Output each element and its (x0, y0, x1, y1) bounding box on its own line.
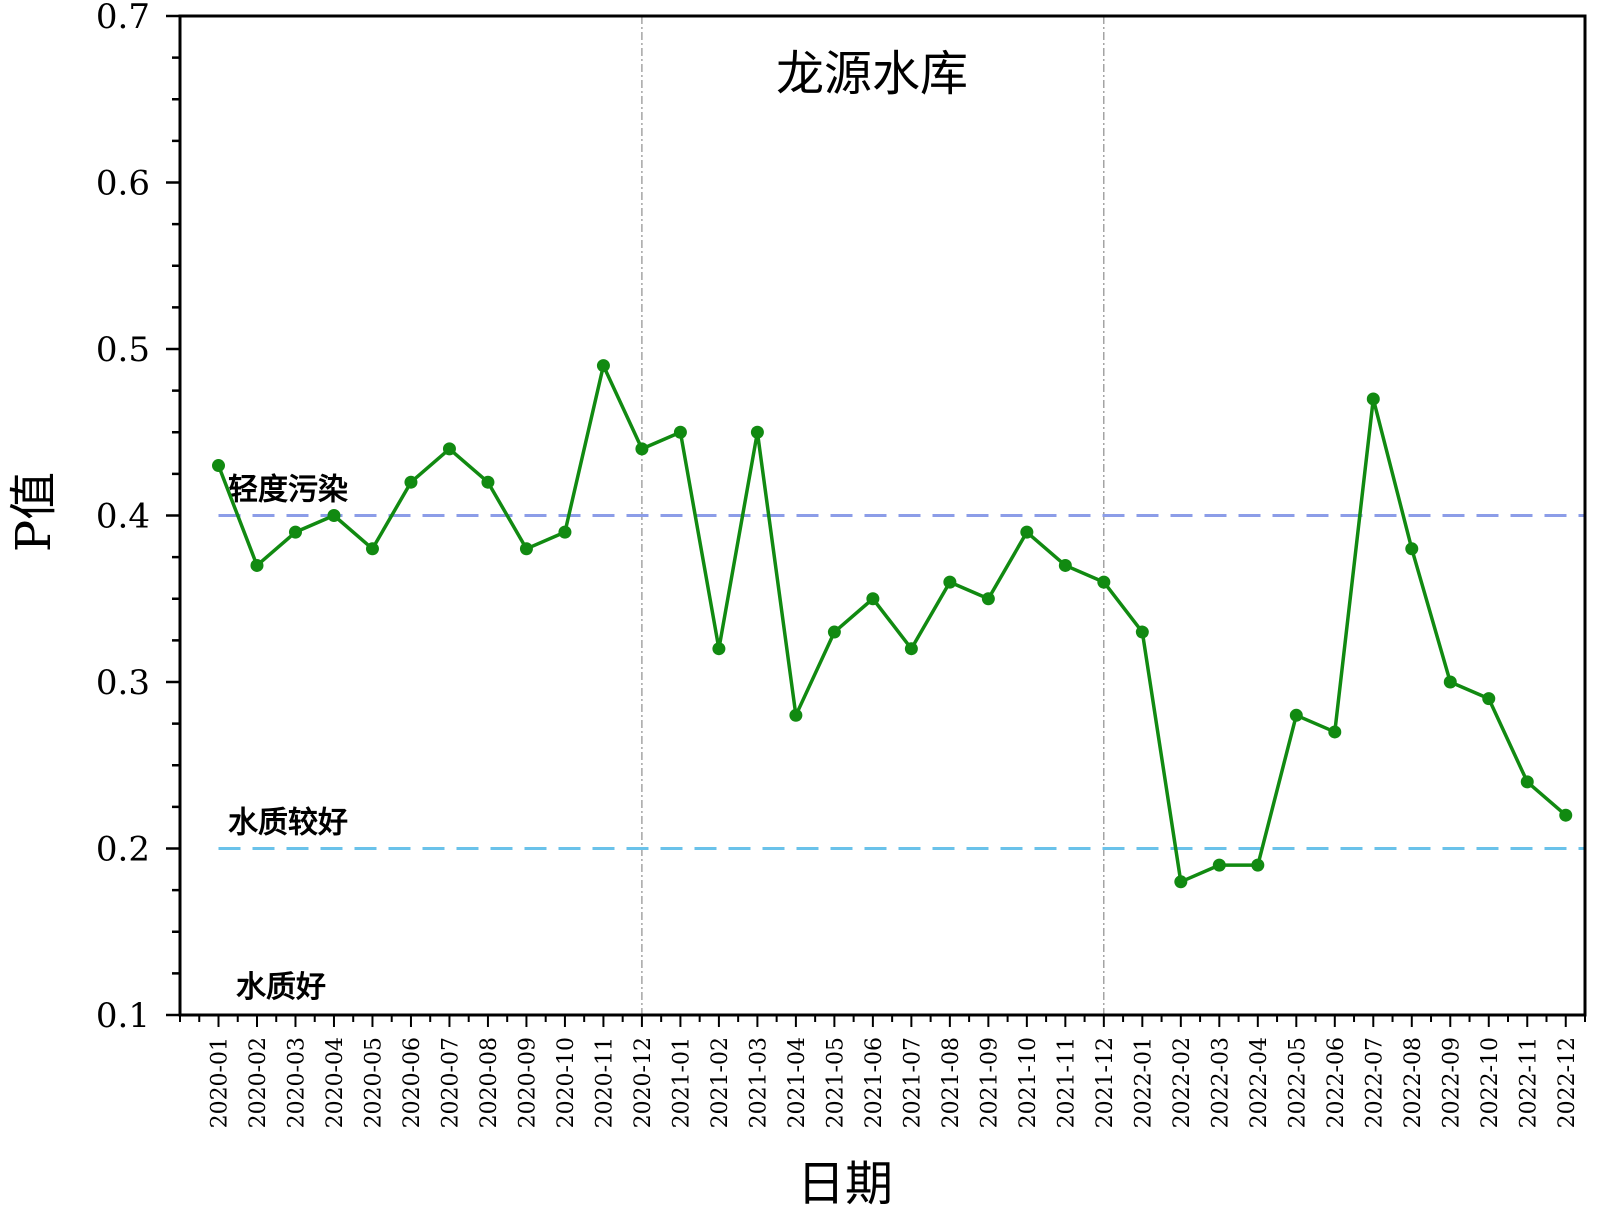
data-point-2021-11 (1058, 558, 1072, 572)
data-point-2022-05 (1289, 708, 1303, 722)
x-tick-label: 2021-08 (939, 1037, 964, 1128)
y-ticks: 0.1 0.2 0.3 0.4 0.5 0.6 0.7 (96, 0, 180, 1036)
y-tick-label: 0.4 (96, 497, 150, 537)
y-tick-label: 0.2 (96, 830, 150, 870)
x-tick-label: 2022-02 (1170, 1037, 1195, 1128)
x-tick-label: 2021-04 (785, 1037, 810, 1128)
data-point-2021-10 (1020, 525, 1034, 539)
data-point-2020-04 (327, 509, 341, 522)
reference-label-1: 水质较好 (228, 806, 348, 841)
data-point-2022-03 (1212, 858, 1226, 872)
data-point-2022-11 (1520, 775, 1534, 789)
x-tick-label: 2022-01 (1131, 1037, 1156, 1128)
x-tick-label: 2020-06 (400, 1037, 425, 1128)
x-tick-label: 2021-06 (862, 1037, 887, 1128)
data-point-2022-02 (1174, 875, 1188, 889)
x-tick-label: 2022-08 (1401, 1037, 1426, 1128)
data-point-2021-04 (789, 708, 803, 722)
x-tick-label: 2020-07 (438, 1037, 463, 1128)
y-axis-title: P值 (6, 472, 62, 552)
y-tick-label: 0.7 (96, 0, 150, 37)
x-tick-label: 2021-01 (669, 1037, 694, 1128)
data-point-2021-03 (750, 425, 764, 439)
x-tick-label: 2020-05 (361, 1037, 386, 1128)
data-point-2020-05 (365, 542, 379, 556)
x-tick-label: 2022-09 (1439, 1037, 1464, 1128)
x-ticks: 2020-01 2020-02 2020-03 2020-04 2020-05 2020-… (179, 1015, 1586, 1128)
x-axis-title: 日期 (797, 1156, 893, 1212)
data-point-2022-07 (1366, 392, 1380, 406)
x-tick-label: 2022-03 (1208, 1037, 1233, 1128)
data-point-2020-09 (519, 542, 533, 556)
data-point-2020-02 (250, 558, 264, 572)
data-point-2022-12 (1559, 808, 1573, 822)
y-tick-label: 0.5 (96, 330, 150, 370)
data-point-2020-12 (635, 442, 649, 456)
data-point-2022-01 (1135, 625, 1149, 639)
data-point-2020-03 (288, 525, 302, 539)
x-tick-label: 2020-04 (323, 1037, 348, 1128)
x-tick-label: 2020-01 (207, 1037, 232, 1128)
series-group (211, 359, 1573, 889)
x-tick-label: 2020-03 (284, 1037, 309, 1128)
data-point-2021-08 (943, 575, 957, 589)
data-point-2020-06 (404, 475, 418, 489)
x-tick-label: 2020-10 (554, 1037, 579, 1128)
x-tick-label: 2022-05 (1285, 1037, 1310, 1128)
data-point-2022-08 (1405, 542, 1419, 556)
data-point-2020-10 (558, 525, 572, 539)
chart-title: 龙源水库 (776, 46, 968, 102)
data-point-2020-01 (211, 459, 225, 473)
data-point-2021-01 (673, 425, 687, 439)
data-point-2021-05 (827, 625, 841, 639)
data-point-2021-06 (866, 592, 880, 606)
x-tick-label: 2022-04 (1247, 1037, 1272, 1128)
data-point-2022-09 (1443, 675, 1457, 689)
data-point-2021-02 (712, 642, 726, 656)
x-tick-label: 2020-08 (477, 1037, 502, 1128)
x-tick-label: 2020-02 (246, 1037, 271, 1128)
y-tick-label: 0.6 (96, 164, 150, 204)
x-tick-label: 2020-09 (515, 1037, 540, 1128)
x-tick-label: 2021-05 (823, 1037, 848, 1128)
reference-label-0: 轻度污染 (228, 473, 348, 508)
y-tick-label: 0.1 (96, 996, 150, 1036)
x-tick-label: 2020-11 (592, 1037, 617, 1128)
data-point-2021-12 (1097, 575, 1111, 589)
x-tick-label: 2022-07 (1362, 1037, 1387, 1128)
y-tick-label: 0.3 (96, 663, 150, 703)
x-tick-label: 2022-10 (1478, 1037, 1503, 1128)
x-tick-label: 2020-12 (631, 1037, 656, 1128)
data-point-2021-07 (904, 642, 918, 656)
data-point-2022-04 (1251, 858, 1265, 872)
x-tick-label: 2021-03 (746, 1037, 771, 1128)
x-tick-label: 2022-11 (1516, 1037, 1541, 1128)
data-point-2020-07 (442, 442, 456, 456)
data-point-2020-08 (481, 475, 495, 489)
x-tick-label: 2021-02 (708, 1037, 733, 1128)
x-tick-label: 2021-09 (977, 1037, 1002, 1128)
data-point-2022-10 (1482, 692, 1496, 706)
x-tick-label: 2022-12 (1555, 1037, 1580, 1128)
x-tick-label: 2021-11 (1054, 1037, 1079, 1128)
data-point-2022-06 (1328, 725, 1342, 739)
data-point-2021-09 (981, 592, 995, 606)
series-line-0 (216, 363, 1567, 884)
x-tick-label: 2021-12 (1093, 1037, 1118, 1128)
region-label-0: 水质好 (236, 970, 326, 1005)
x-tick-label: 2022-06 (1324, 1037, 1349, 1128)
x-tick-label: 2021-10 (1016, 1037, 1041, 1128)
x-tick-label: 2021-07 (900, 1037, 925, 1128)
data-point-2020-11 (596, 359, 610, 373)
